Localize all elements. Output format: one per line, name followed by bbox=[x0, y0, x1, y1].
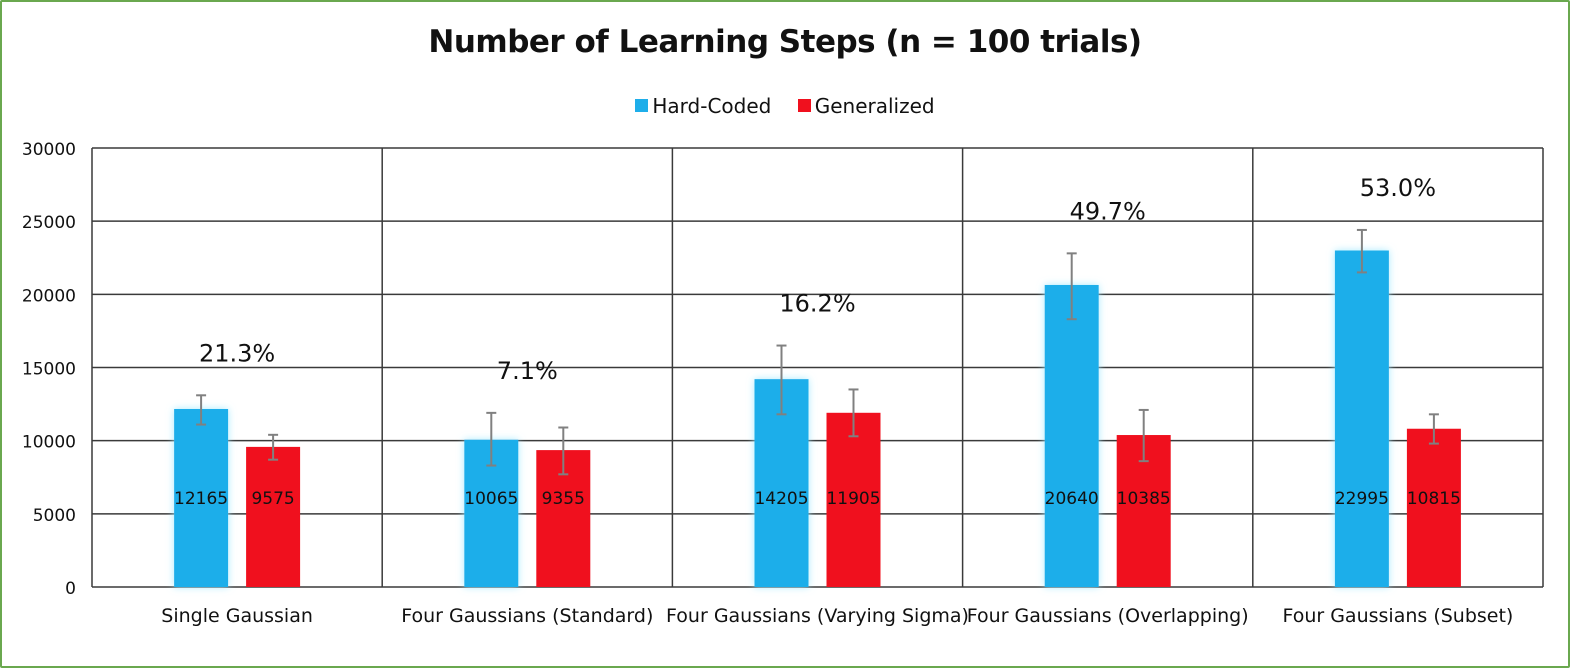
x-tick-label: Four Gaussians (Subset) bbox=[1282, 605, 1513, 627]
legend-label-hard-coded: Hard-Coded bbox=[652, 93, 772, 118]
data-label: 9575 bbox=[251, 489, 294, 509]
legend-label-generalized: Generalized bbox=[814, 93, 935, 118]
percent-annotation: 7.1% bbox=[497, 357, 558, 385]
data-label: 9355 bbox=[542, 489, 585, 509]
data-label: 10385 bbox=[1117, 489, 1171, 509]
legend-swatch-generalized bbox=[797, 98, 811, 112]
bar-generalized bbox=[1406, 428, 1461, 587]
chart-title: Number of Learning Steps (n = 100 trials… bbox=[428, 24, 1142, 60]
x-tick-label: Four Gaussians (Standard) bbox=[401, 605, 653, 627]
legend-item-hard-coded: Hard-Coded bbox=[635, 94, 771, 118]
x-tick-label: Four Gaussians (Varying Sigma) bbox=[666, 605, 969, 627]
chart-legend: Hard-Coded Generalized bbox=[2, 92, 1568, 118]
bar-generalized bbox=[826, 412, 881, 587]
data-label: 11905 bbox=[826, 489, 880, 509]
legend-swatch-hard-coded bbox=[635, 98, 649, 112]
y-tick-label: 5000 bbox=[33, 506, 76, 526]
bar-generalized bbox=[246, 446, 301, 587]
data-label: 10065 bbox=[464, 489, 518, 509]
y-tick-label: 30000 bbox=[22, 140, 76, 160]
data-label: 10815 bbox=[1407, 489, 1461, 509]
bar-hard-coded bbox=[1334, 250, 1389, 587]
percent-annotation: 16.2% bbox=[779, 290, 855, 318]
percent-annotation: 21.3% bbox=[199, 339, 275, 367]
y-tick-label: 0 bbox=[65, 579, 76, 599]
y-tick-label: 10000 bbox=[22, 433, 76, 453]
y-tick-label: 15000 bbox=[22, 360, 76, 380]
bar-hard-coded bbox=[174, 408, 229, 587]
percent-annotation: 49.7% bbox=[1070, 197, 1146, 225]
data-label: 20640 bbox=[1045, 489, 1099, 509]
x-tick-label: Single Gaussian bbox=[161, 605, 313, 627]
x-tick-label: Four Gaussians (Overlapping) bbox=[967, 605, 1249, 627]
percent-annotation: 53.0% bbox=[1360, 174, 1436, 202]
legend-item-generalized: Generalized bbox=[797, 93, 935, 118]
data-label: 14205 bbox=[754, 489, 808, 509]
data-label: 22995 bbox=[1335, 489, 1389, 509]
y-tick-label: 20000 bbox=[22, 286, 76, 306]
y-tick-label: 25000 bbox=[22, 213, 76, 233]
bar-hard-coded bbox=[1044, 284, 1099, 587]
data-label: 12165 bbox=[174, 489, 228, 509]
